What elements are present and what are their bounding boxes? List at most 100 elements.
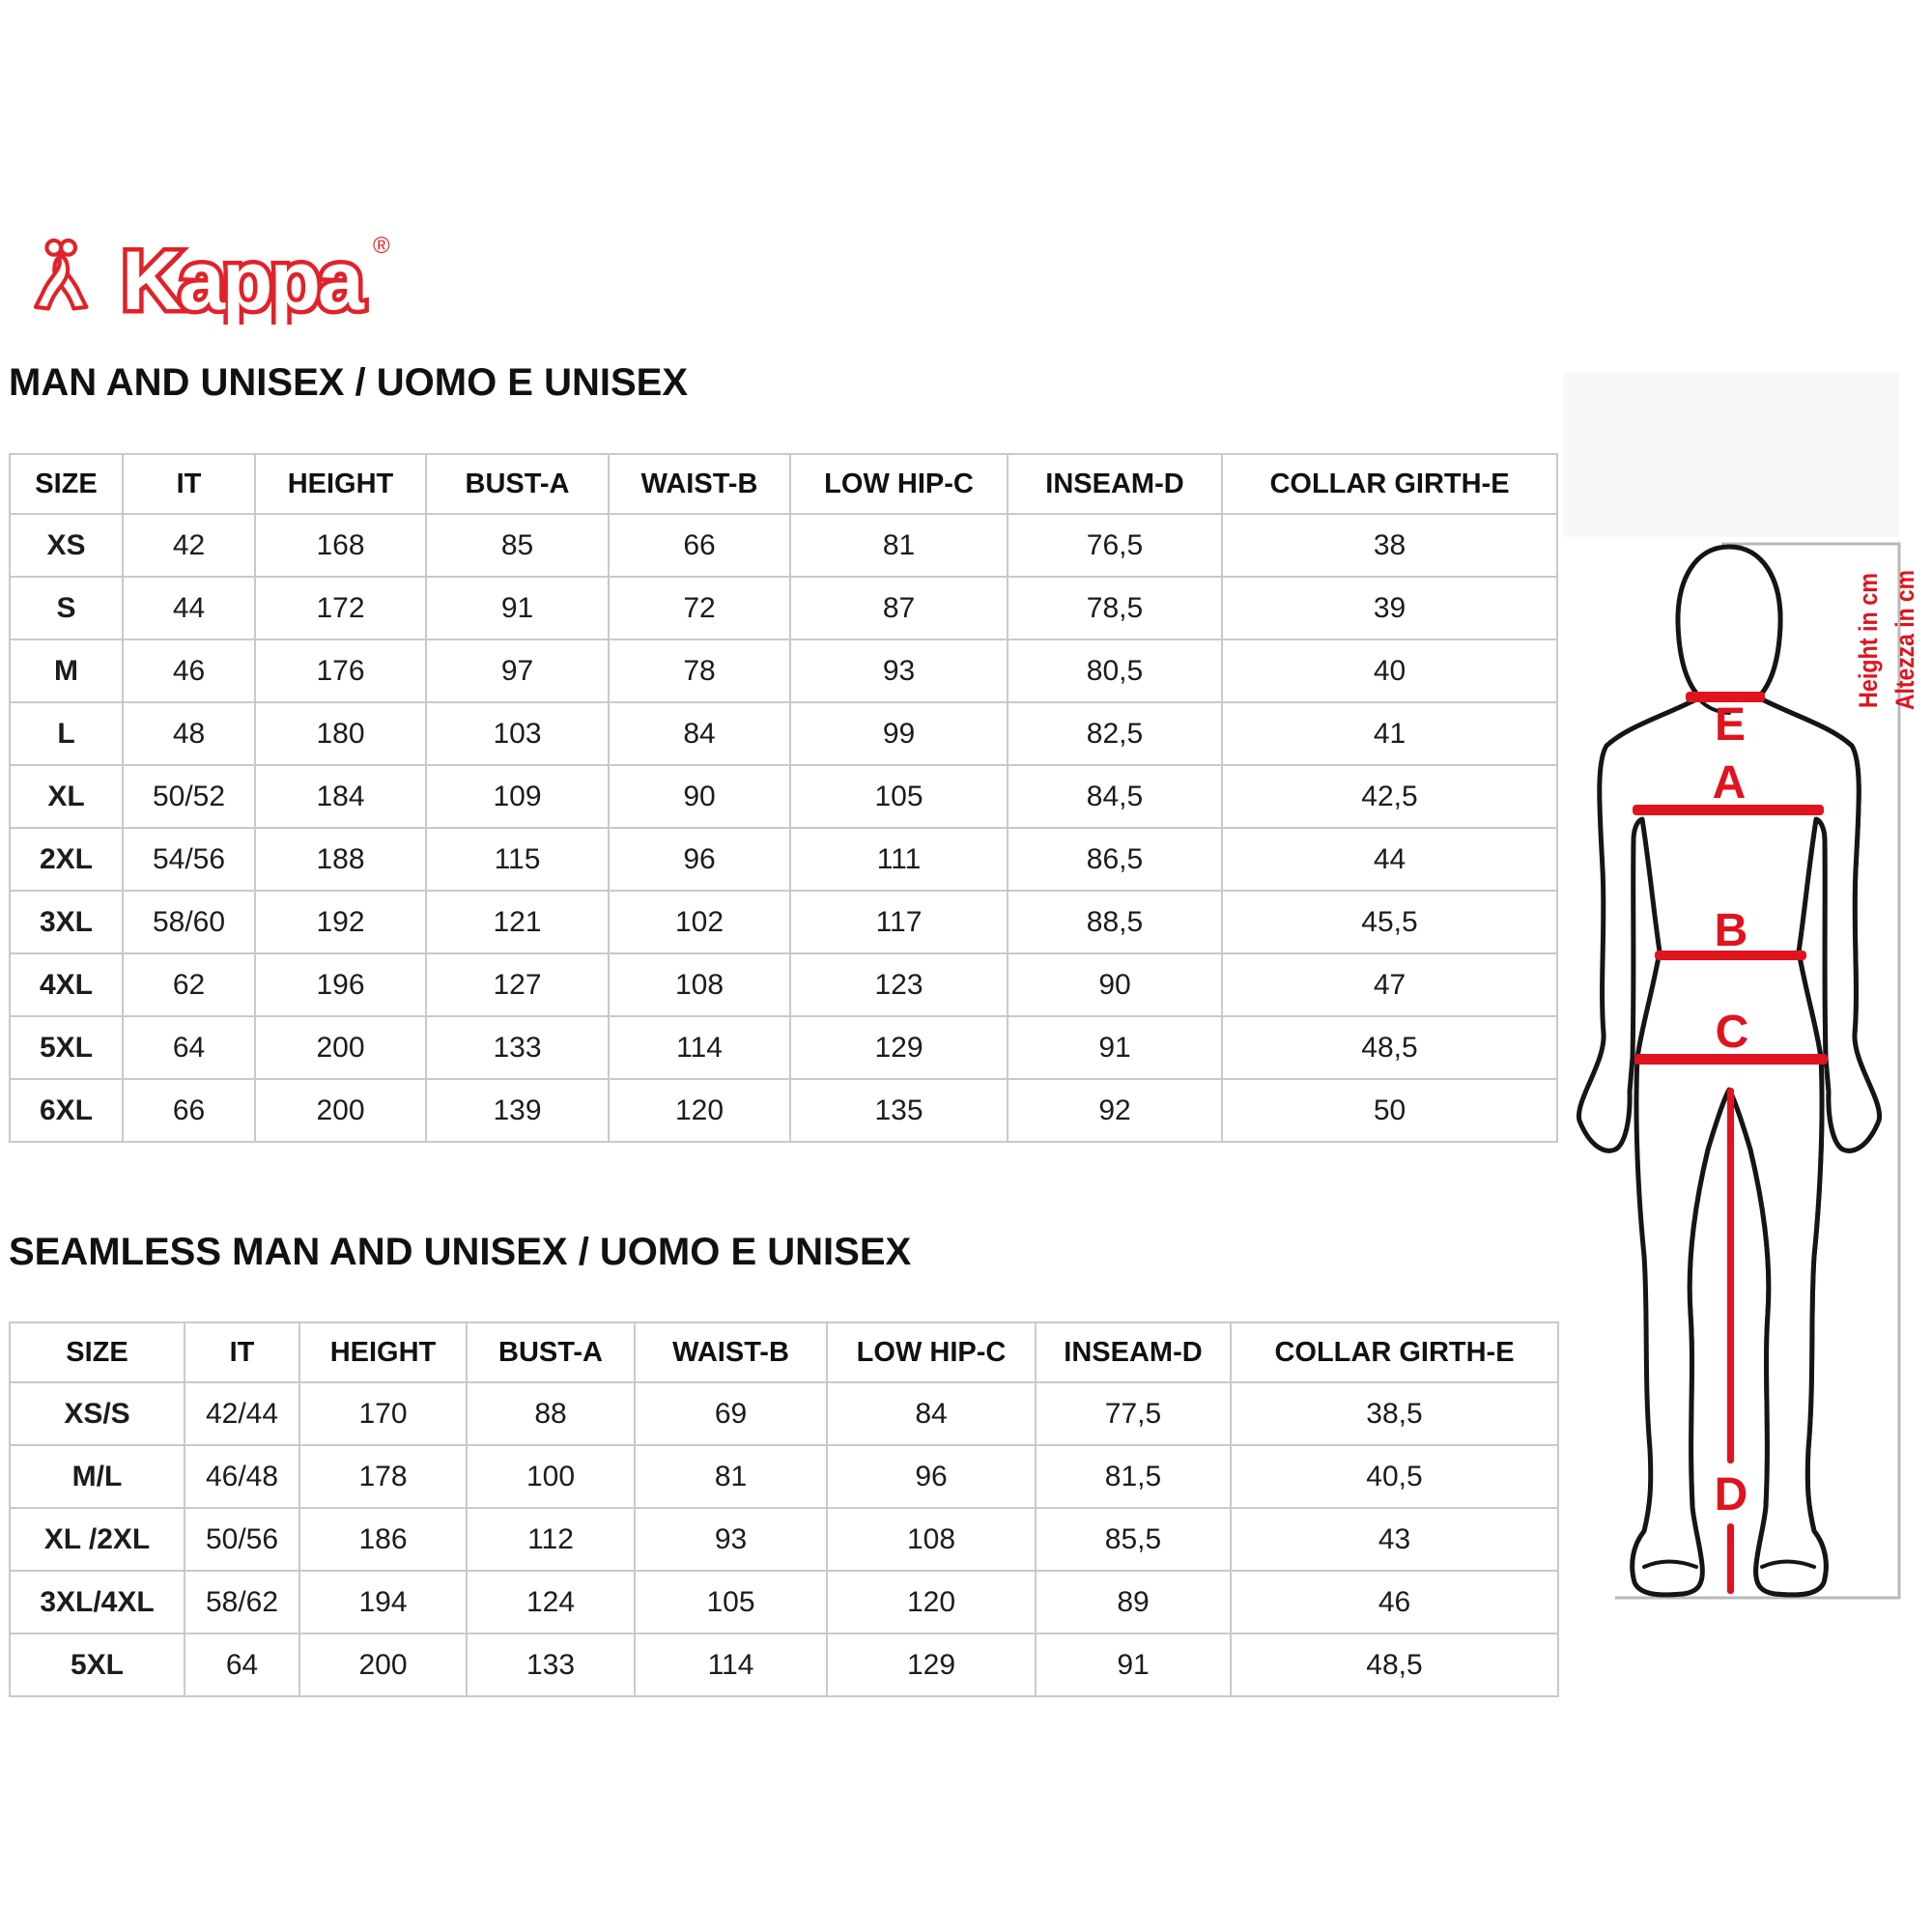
kappa-logo: Kappa Kappa ® — [33, 231, 390, 325]
value-cell: 186 — [298, 1507, 468, 1572]
value-cell: 54/56 — [122, 827, 256, 892]
size-cell: 4XL — [9, 952, 124, 1017]
value-cell: 81,5 — [1035, 1444, 1232, 1509]
kappa-wordmark: Kappa — [122, 235, 365, 325]
value-cell: 88,5 — [1007, 890, 1223, 954]
value-cell: 180 — [254, 701, 427, 766]
size-cell: M — [9, 639, 124, 703]
size-cell: XS/S — [9, 1381, 185, 1446]
value-cell: 48,5 — [1230, 1633, 1559, 1697]
measure-label-b: B — [1715, 905, 1748, 956]
kappa-omini-icon — [33, 238, 89, 311]
table-row: M/L 46/48 178 100 81 96 81,5 40,5 — [9, 1444, 1559, 1509]
value-cell: 46 — [122, 639, 256, 703]
value-cell: 78 — [608, 639, 791, 703]
size-cell: L — [9, 701, 124, 766]
value-cell: 42 — [122, 513, 256, 578]
value-cell: 124 — [466, 1570, 636, 1634]
value-cell: 200 — [298, 1633, 468, 1697]
measure-label-c: C — [1716, 1007, 1749, 1058]
value-cell: 139 — [425, 1078, 610, 1143]
value-cell: 77,5 — [1035, 1381, 1232, 1446]
measure-bar-a — [1633, 805, 1824, 815]
measure-bar-e — [1686, 692, 1765, 702]
value-cell: 84,5 — [1007, 764, 1223, 829]
table-row: XL 50/52 184 109 90 105 84,5 42,5 — [9, 764, 1558, 829]
measure-bar-b — [1655, 951, 1806, 960]
column-header: SIZE — [9, 1321, 185, 1383]
value-cell: 50/52 — [122, 764, 256, 829]
value-cell: 93 — [634, 1507, 828, 1572]
column-header: LOW HIP-C — [789, 453, 1009, 515]
value-cell: 115 — [425, 827, 610, 892]
value-cell: 123 — [789, 952, 1009, 1017]
column-header: WAIST-B — [608, 453, 791, 515]
size-table-seamless: SIZE IT HEIGHT BUST-A WAIST-B LOW HIP-C INSEAM… — [9, 1321, 1559, 1697]
column-header: COLLAR GIRTH-E — [1221, 453, 1558, 515]
neck-line — [1690, 686, 1731, 715]
column-header: INSEAM-D — [1007, 453, 1223, 515]
value-cell: 200 — [254, 1015, 427, 1080]
value-cell: 97 — [425, 639, 610, 703]
column-header: HEIGHT — [254, 453, 427, 515]
table-row: L 48 180 103 84 99 82,5 41 — [9, 701, 1558, 766]
size-cell: 3XL — [9, 890, 124, 954]
value-cell: 46/48 — [184, 1444, 300, 1509]
value-cell: 188 — [254, 827, 427, 892]
column-header: INSEAM-D — [1035, 1321, 1232, 1383]
column-header: IT — [122, 453, 256, 515]
size-cell: XS — [9, 513, 124, 578]
size-cell: M/L — [9, 1444, 185, 1509]
value-cell: 105 — [634, 1570, 828, 1634]
value-cell: 62 — [122, 952, 256, 1017]
value-cell: 64 — [184, 1633, 300, 1697]
table-row: M 46 176 97 78 93 80,5 40 — [9, 639, 1558, 703]
column-header: BUST-A — [425, 453, 610, 515]
value-cell: 44 — [122, 576, 256, 640]
measurement-marks — [1633, 692, 1828, 1594]
value-cell: 194 — [298, 1570, 468, 1634]
column-header: WAIST-B — [634, 1321, 828, 1383]
table-row: XS 42 168 85 66 81 76,5 38 — [9, 513, 1558, 578]
size-table-seamless-wrapper: SIZE IT HEIGHT BUST-A WAIST-B LOW HIP-C INSEAM… — [9, 1321, 1559, 1697]
value-cell: 99 — [789, 701, 1009, 766]
size-table-man-wrapper: SIZE IT HEIGHT BUST-A WAIST-B LOW HIP-C INSEAM… — [9, 453, 1558, 1143]
value-cell: 50/56 — [184, 1507, 300, 1572]
section-title-seamless: SEAMLESS MAN AND UNISEX / UOMO E UNISEX — [9, 1231, 912, 1273]
body-measurement-figure: E A B C D Height in cm Altezza in cm — [1563, 373, 1919, 1600]
value-cell: 114 — [608, 1015, 791, 1080]
value-cell: 76,5 — [1007, 513, 1223, 578]
value-cell: 200 — [254, 1078, 427, 1143]
value-cell: 117 — [789, 890, 1009, 954]
size-cell: 5XL — [9, 1015, 124, 1080]
value-cell: 109 — [425, 764, 610, 829]
value-cell: 135 — [789, 1078, 1009, 1143]
value-cell: 78,5 — [1007, 576, 1223, 640]
figure-frame — [1615, 542, 1901, 1600]
value-cell: 108 — [826, 1507, 1037, 1572]
column-header: HEIGHT — [298, 1321, 468, 1383]
value-cell: 43 — [1230, 1507, 1559, 1572]
kappa-wordmark-shadow: Kappa — [125, 239, 368, 325]
value-cell: 69 — [634, 1381, 828, 1446]
value-cell: 89 — [1035, 1570, 1232, 1634]
column-header: LOW HIP-C — [826, 1321, 1037, 1383]
value-cell: 84 — [608, 701, 791, 766]
measure-label-e: E — [1715, 699, 1746, 751]
value-cell: 111 — [789, 827, 1009, 892]
table-row: S 44 172 91 72 87 78,5 39 — [9, 576, 1558, 640]
value-cell: 105 — [789, 764, 1009, 829]
value-cell: 192 — [254, 890, 427, 954]
foot-crease-right — [1760, 1559, 1816, 1569]
value-cell: 103 — [425, 701, 610, 766]
value-cell: 91 — [425, 576, 610, 640]
value-cell: 129 — [789, 1015, 1009, 1080]
height-note-en: Height in cm — [1854, 573, 1883, 708]
header-row: SIZE IT HEIGHT BUST-A WAIST-B LOW HIP-C INSEAM… — [9, 1321, 1559, 1383]
value-cell: 172 — [254, 576, 427, 640]
value-cell: 120 — [608, 1078, 791, 1143]
table-row: 5XL 64 200 133 114 129 91 48,5 — [9, 1015, 1558, 1080]
value-cell: 85 — [425, 513, 610, 578]
value-cell: 66 — [608, 513, 791, 578]
size-cell: 2XL — [9, 827, 124, 892]
